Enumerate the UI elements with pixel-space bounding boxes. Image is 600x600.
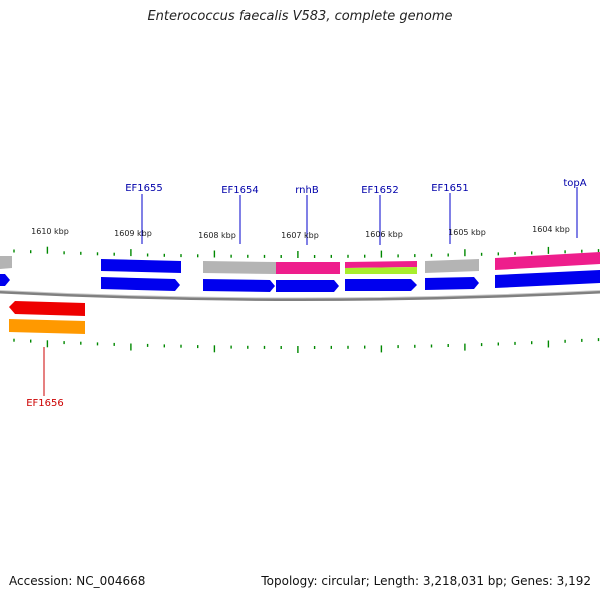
gene-label-topa[interactable]: topA: [563, 178, 587, 238]
gene-arrow[interactable]: [203, 279, 275, 292]
gene-arrow[interactable]: [425, 277, 479, 290]
scale-label: 1609 kbp: [114, 229, 152, 238]
gene-label-rnhb[interactable]: rnhB: [295, 185, 319, 245]
scale-label: 1604 kbp: [532, 225, 570, 234]
gene-arrow[interactable]: [495, 270, 600, 288]
gene-segment-gray[interactable]: [203, 261, 276, 274]
gene-segment-gray[interactable]: [0, 256, 12, 269]
tick-row-lower: [13, 338, 600, 353]
scale-label: 1607 kbp: [281, 231, 319, 240]
gene-ef1652-segment[interactable]: [345, 261, 417, 268]
scale-label: 1608 kbp: [198, 231, 236, 240]
gene-label-ef1654[interactable]: EF1654: [221, 185, 259, 244]
gene-arrow[interactable]: [101, 277, 180, 291]
gene-label-ef1655[interactable]: EF1655: [125, 183, 163, 244]
gene-ef1655-segment[interactable]: [101, 259, 181, 273]
gene-label-text: topA: [563, 178, 586, 189]
feature-track-reverse: [9, 301, 85, 334]
gene-label-text: rnhB: [295, 185, 319, 196]
gene-label-group: EF1655 EF1654 rnhB EF1652 EF1651 topA EF…: [26, 178, 587, 409]
gene-segment-gray[interactable]: [425, 259, 479, 273]
genome-backbone-highlight: [0, 290, 600, 299]
gene-ef1656-arrow[interactable]: [9, 301, 85, 316]
gene-label-text: EF1654: [221, 185, 259, 196]
gene-ef1652-segment[interactable]: [345, 267, 417, 274]
gene-ef1656-segment[interactable]: [9, 319, 85, 334]
gene-label-ef1651[interactable]: EF1651: [431, 183, 469, 244]
gene-label-text: EF1655: [125, 183, 163, 194]
gene-arrow[interactable]: [345, 279, 417, 291]
gene-arrow[interactable]: [276, 280, 339, 292]
gene-rnhb-segment[interactable]: [276, 262, 340, 274]
scale-label: 1606 kbp: [365, 230, 403, 239]
feature-track-inner: [0, 270, 600, 292]
gene-arrow[interactable]: [0, 274, 10, 286]
gene-label-ef1656[interactable]: EF1656: [26, 347, 64, 409]
scale-label: 1605 kbp: [448, 228, 486, 237]
scale-label: 1610 kbp: [31, 227, 69, 236]
genome-backbone: [0, 290, 600, 301]
gene-label-text: EF1656: [26, 398, 64, 409]
gene-topa-segment[interactable]: [495, 252, 600, 270]
genome-summary-text: Topology: circular; Length: 3,218,031 bp…: [261, 574, 591, 588]
gene-label-text: EF1652: [361, 185, 399, 196]
feature-track-outer: [0, 252, 600, 274]
gene-label-ef1652[interactable]: EF1652: [361, 185, 399, 245]
map-title: Enterococcus faecalis V583, complete gen…: [147, 9, 453, 24]
tick-row-upper: [13, 246, 600, 258]
accession-text: Accession: NC_004668: [9, 574, 146, 588]
scale-labels: 1610 kbp 1609 kbp 1608 kbp 1607 kbp 1606…: [31, 225, 570, 240]
gene-label-text: EF1651: [431, 183, 469, 194]
